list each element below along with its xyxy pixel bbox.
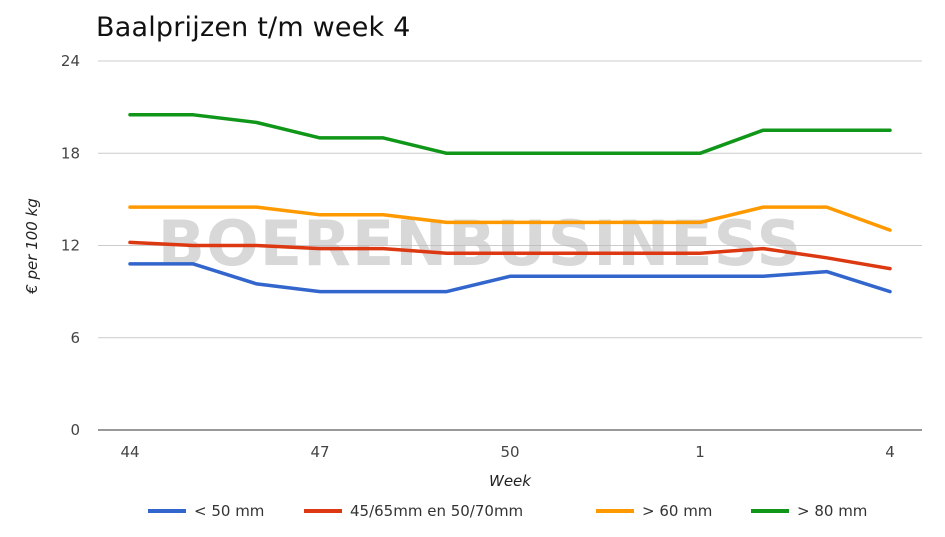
y-tick-label: 18 [61,144,80,162]
series-line [128,113,892,156]
y-tick-label: 12 [61,237,80,255]
series-line [128,240,892,271]
series-lines [128,113,892,294]
x-tick-label: 47 [310,443,329,461]
x-axis-ticks: 44 47 50 1 4 [120,443,894,461]
x-axis-title: Week [489,472,532,490]
y-axis-title: € per 100 kg [23,198,41,295]
y-axis-ticks: 0 6 12 18 24 [61,52,80,439]
legend: < 50 mm 45/65mm en 50/70mm > 60 mm > 80 mm [148,502,867,520]
x-tick-label: 50 [500,443,519,461]
x-tick-label: 44 [120,443,139,461]
y-tick-label: 6 [70,329,80,347]
y-tick-label: 0 [70,421,80,439]
watermark: BOERENBUSINESS [158,207,802,280]
series-line [128,262,892,294]
x-tick-label: 1 [695,443,705,461]
chart-title: Baalprijzen t/m week 4 [96,12,411,43]
y-tick-label: 24 [61,52,80,70]
legend-label: 45/65mm en 50/70mm [350,502,523,520]
series-line [128,205,892,232]
x-tick-label: 4 [885,443,895,461]
watermark-text: BOERENBUSINESS [158,207,802,280]
legend-label: < 50 mm [194,502,264,520]
legend-label: > 60 mm [642,502,712,520]
legend-label: > 80 mm [797,502,867,520]
